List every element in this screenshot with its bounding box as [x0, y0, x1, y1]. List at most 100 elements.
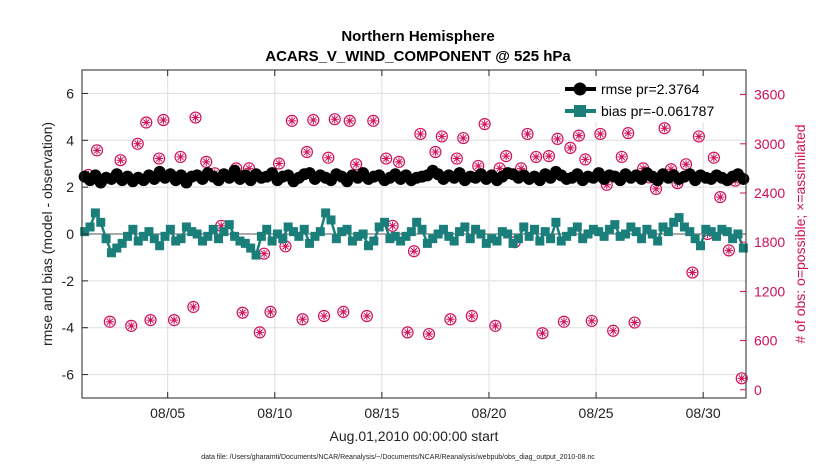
assimilated-obs-point [176, 152, 185, 162]
y-axis-right-label: # of obs: o=possible; ×=assimilated [792, 124, 808, 343]
possible-obs-point [579, 153, 592, 166]
bias-point [246, 243, 256, 253]
possible-obs-point [557, 315, 571, 328]
possible-obs-point [407, 245, 421, 258]
possible-obs-point [658, 122, 671, 135]
assimilated-obs-point [302, 147, 312, 157]
bias-point [380, 217, 390, 227]
bias-point [106, 248, 116, 258]
bias-point [80, 227, 90, 237]
assimilated-obs-point [638, 164, 648, 173]
bias-point [299, 224, 309, 234]
bias-point [112, 243, 122, 253]
bias-series [80, 208, 748, 260]
bias-point [428, 234, 438, 244]
possible-obs-point [542, 150, 556, 163]
possible-obs-point [153, 152, 166, 165]
assimilated-obs-point [660, 124, 669, 133]
assimilated-obs-point [309, 115, 318, 125]
bias-point [610, 220, 620, 230]
possible-obs-point [307, 113, 320, 127]
bias-point [149, 234, 159, 244]
bias-point [642, 224, 652, 234]
bias-point [321, 208, 331, 218]
assimilated-obs-point [617, 152, 626, 162]
assimilated-obs-point [92, 146, 102, 155]
bias-point [181, 222, 191, 232]
possible-obs-point [168, 314, 181, 327]
possible-obs-point [328, 113, 341, 126]
bias-point [294, 231, 304, 241]
bias-point [674, 213, 684, 223]
assimilated-obs-point [202, 157, 211, 167]
possible-obs-point [722, 244, 735, 257]
possible-obs-point [343, 114, 356, 127]
assimilated-obs-point [587, 316, 596, 326]
bias-point [176, 234, 186, 244]
assimilated-obs-point [666, 165, 676, 174]
x-axis-label: Aug.01,2010 00:00:00 start [330, 428, 499, 444]
x-tick-label: 08/05 [150, 405, 185, 421]
bias-point [326, 215, 336, 225]
bias-point [144, 227, 154, 237]
bias-point [690, 234, 700, 244]
possible-obs-point [615, 150, 628, 164]
assimilated-obs-point [339, 307, 348, 317]
bias-point [621, 229, 631, 239]
possible-obs-point [435, 130, 448, 143]
possible-obs-point [521, 127, 534, 141]
bias-point [385, 234, 395, 244]
y-right-tick-label: 2400 [754, 185, 785, 201]
assimilated-obs-point [287, 116, 297, 126]
possible-obs-point [628, 316, 641, 329]
y-right-tick-label: 0 [754, 382, 762, 398]
bias-point [444, 231, 454, 241]
assimilated-obs-point [694, 132, 704, 141]
assimilated-obs-point [553, 134, 562, 144]
bias-point [256, 231, 266, 241]
bias-point [96, 217, 106, 227]
possible-obs-point [90, 144, 104, 157]
possible-obs-point [414, 127, 427, 141]
y-right-tick-label: 1800 [754, 234, 785, 250]
y-left-tick-label: 0 [66, 226, 74, 242]
assimilated-obs-point [319, 311, 329, 321]
bias-point [155, 241, 165, 251]
bias-point [219, 227, 229, 237]
assimilated-obs-point [467, 311, 477, 321]
possible-obs-point [367, 114, 380, 127]
assimilated-obs-point [531, 152, 541, 162]
bias-point [669, 217, 679, 227]
assimilated-obs-point [191, 113, 200, 122]
rmse-series [78, 164, 750, 189]
bias-point [476, 229, 486, 239]
possible-obs-point [300, 145, 314, 159]
possible-obs-point [457, 131, 470, 145]
possible-obs-point [585, 314, 598, 328]
bias-point [305, 238, 315, 248]
y-left-tick-label: 4 [66, 132, 74, 148]
bias-point [695, 241, 705, 251]
bias-point [599, 231, 609, 241]
possible-obs-point [140, 116, 153, 129]
bias-point [653, 236, 663, 246]
bias-point [192, 229, 202, 239]
y-left-tick-label: 6 [66, 85, 74, 101]
assimilated-obs-point [480, 119, 489, 129]
possible-obs-point [392, 155, 406, 168]
bias-point [358, 229, 368, 239]
assimilated-obs-point [381, 154, 391, 163]
possible-obs-point [125, 319, 138, 332]
assimilated-obs-point [351, 160, 361, 169]
possible-obs-point [594, 127, 607, 141]
bias-point [637, 234, 647, 244]
bias-point [267, 236, 277, 246]
bias-point [235, 236, 245, 246]
bias-point [492, 236, 502, 246]
assimilated-obs-point [709, 153, 719, 162]
possible-obs-point [489, 319, 502, 332]
assimilated-obs-point [388, 221, 397, 230]
assimilated-obs-point [501, 151, 511, 161]
bias-point [647, 229, 657, 239]
